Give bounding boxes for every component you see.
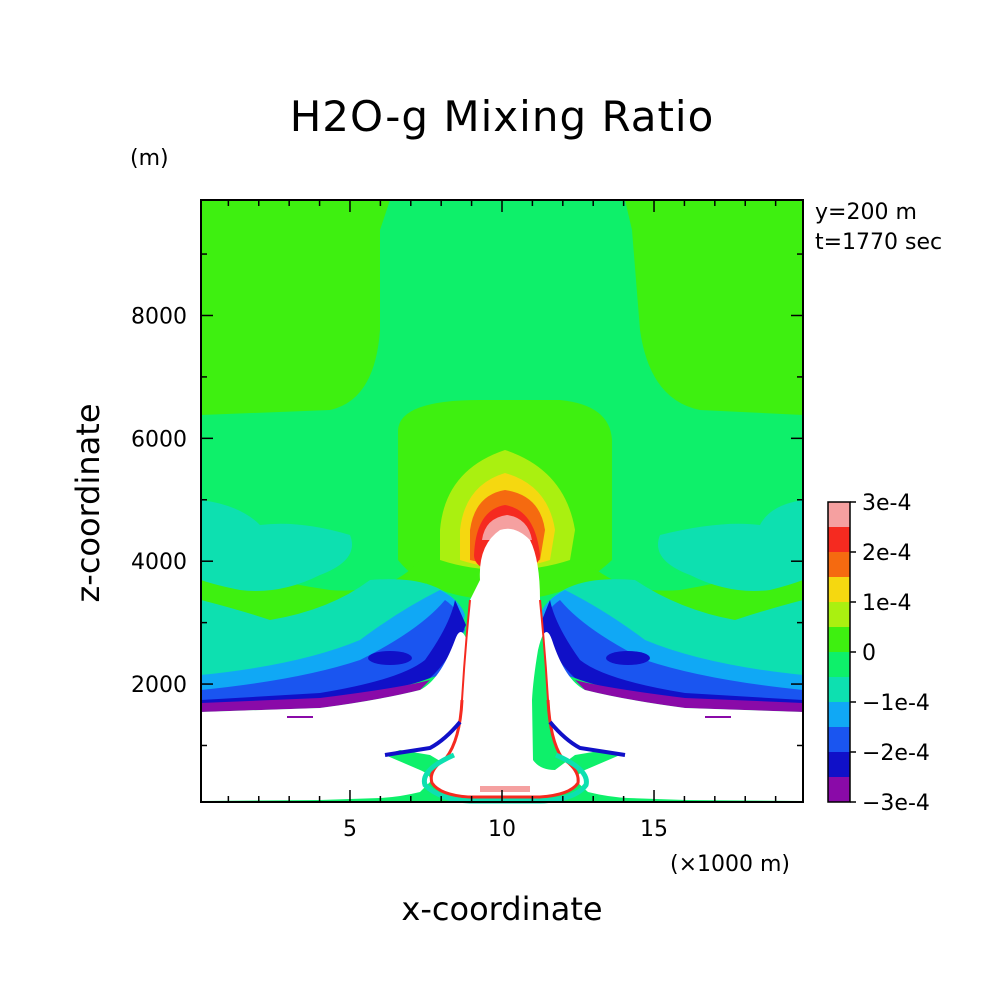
- level-dkblue-eye-right: [606, 651, 650, 665]
- level-pos-left-upper: [201, 200, 390, 415]
- level-dkblue-eye-left: [368, 651, 412, 665]
- annotation-y: y=200 m: [815, 200, 917, 225]
- level-cyan-left-mid: [201, 500, 352, 591]
- x-tick-label: 15: [640, 817, 668, 842]
- axes: 5 10 15 2000 4000 6000 8000: [131, 200, 803, 842]
- colorbar-swatch: [828, 777, 850, 802]
- level-dkblue-left: [201, 600, 466, 708]
- colorbar-swatch: [828, 702, 850, 727]
- colorbar-swatch: [828, 677, 850, 702]
- level-pink-base: [480, 786, 530, 792]
- colorbar-label: −3e-4: [862, 791, 930, 816]
- colorbar-label: 0: [862, 641, 876, 666]
- colorbar-label: −2e-4: [862, 741, 930, 766]
- colorbar-label: 2e-4: [862, 541, 911, 566]
- level-purple-right: [575, 680, 803, 712]
- level-rim-right: [539, 599, 549, 701]
- colorbar-swatch: [828, 552, 850, 577]
- contour-field: [201, 200, 803, 804]
- annotation-time: t=1770 sec: [815, 230, 943, 255]
- chart-title: H2O-g Mixing Ratio: [289, 92, 715, 141]
- x-axis-unit: (×1000 m): [670, 852, 791, 877]
- colorbar-swatch: [828, 577, 850, 602]
- colorbar: 3e-4 2e-4 1e-4 0 −1e-4 −2e-4 −3e-4: [827, 491, 930, 816]
- colorbar-label: −1e-4: [862, 691, 930, 716]
- level-undefined-region: [201, 528, 803, 801]
- colorbar-swatch: [828, 752, 850, 777]
- level-pos-right-upper: [625, 200, 803, 415]
- colorbar-swatch: [828, 527, 850, 552]
- colorbar-label: 3e-4: [862, 491, 911, 516]
- level-cyan-right-mid: [658, 500, 803, 591]
- colorbar-swatch: [828, 627, 850, 652]
- colorbar-swatch: [828, 652, 850, 677]
- level-rim-purple: [384, 720, 462, 757]
- x-tick-label: 5: [343, 817, 357, 842]
- y-tick-label: 8000: [131, 304, 187, 329]
- level-rim-left: [461, 599, 471, 701]
- colorbar-label: 1e-4: [862, 591, 911, 616]
- level-purple-left: [201, 680, 430, 712]
- y-tick-label: 4000: [131, 550, 187, 575]
- y-tick-label: 6000: [131, 427, 187, 452]
- colorbar-swatch: [828, 602, 850, 627]
- colorbar-swatch: [828, 727, 850, 752]
- y-axis-unit: (m): [130, 146, 169, 171]
- level-rim-purple-r: [548, 720, 626, 757]
- colorbar-swatch: [828, 502, 850, 527]
- x-axis-label: x-coordinate: [401, 890, 603, 928]
- level-dkblue-right: [540, 600, 803, 708]
- y-tick-label: 2000: [131, 673, 187, 698]
- x-tick-label: 10: [488, 817, 516, 842]
